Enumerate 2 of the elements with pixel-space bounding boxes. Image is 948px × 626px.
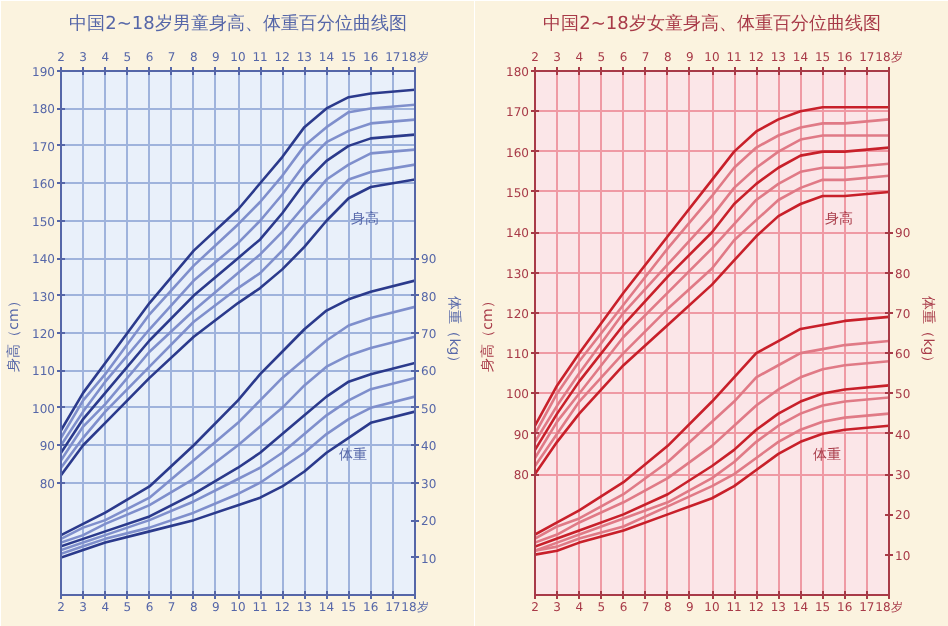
chart-title: 中国2~18岁男童身高、体重百分位曲线图: [69, 13, 407, 35]
chart-title: 中国2~18岁女童身高、体重百分位曲线图: [543, 13, 881, 35]
